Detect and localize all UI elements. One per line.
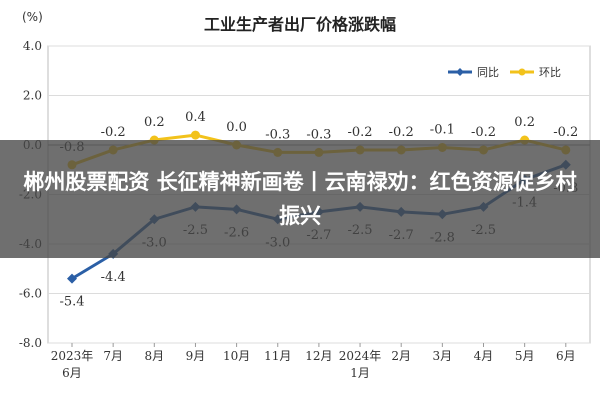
data-label: -0.2 <box>553 125 578 140</box>
data-label: 0.0 <box>226 120 247 135</box>
x-tick-label: 7月 <box>103 349 123 363</box>
data-point-marker <box>67 273 77 284</box>
legend-marker <box>518 68 526 76</box>
data-label: -0.3 <box>306 127 331 142</box>
x-tick-label: 2月 <box>391 349 411 363</box>
x-tick-label-line2: 6月 <box>62 366 82 380</box>
x-tick-label: 2024年 <box>339 349 382 363</box>
x-tick-label: 5月 <box>515 349 535 363</box>
headline-overlay[interactable]: 郴州股票配资 长征精神新画卷丨云南禄劝：红色资源促乡村振兴 <box>0 140 600 258</box>
data-label: 0.2 <box>514 115 535 130</box>
legend-marker <box>456 68 464 76</box>
chart-title: 工业生产者出厂价格涨跌幅 <box>204 15 396 34</box>
data-label: -0.3 <box>265 127 290 142</box>
x-tick-label-line2: 1月 <box>350 366 370 380</box>
legend-label: 环比 <box>539 66 561 79</box>
y-tick-label: 2.0 <box>23 89 42 103</box>
legend-label: 同比 <box>477 66 499 79</box>
x-tick-label: 6月 <box>556 349 576 363</box>
data-label: -0.2 <box>348 125 373 140</box>
data-label: -0.2 <box>471 125 496 140</box>
data-label: -0.2 <box>389 125 414 140</box>
x-tick-label: 4月 <box>474 349 494 363</box>
x-tick-label: 10月 <box>223 349 250 363</box>
data-label: 0.2 <box>144 115 165 130</box>
y-axis-label: (%) <box>22 10 43 24</box>
x-tick-label: 12月 <box>305 349 332 363</box>
x-tick-label: 8月 <box>144 349 164 363</box>
data-point-marker <box>190 130 200 140</box>
data-label: 0.4 <box>185 110 206 125</box>
data-label: -0.2 <box>101 125 126 140</box>
data-label: -0.1 <box>430 122 455 137</box>
y-tick-label: -6.0 <box>19 287 42 301</box>
x-tick-label: 9月 <box>186 349 206 363</box>
y-tick-label: 4.0 <box>23 39 42 53</box>
headline-text[interactable]: 郴州股票配资 长征精神新画卷丨云南禄劝：红色资源促乡村振兴 <box>23 170 577 228</box>
x-tick-label: 11月 <box>264 349 291 363</box>
y-tick-label: -8.0 <box>19 336 42 350</box>
x-tick-label: 2023年 <box>51 349 94 363</box>
x-tick-label: 3月 <box>433 349 453 363</box>
data-label: -5.4 <box>59 295 84 310</box>
data-label: -4.4 <box>101 270 126 285</box>
